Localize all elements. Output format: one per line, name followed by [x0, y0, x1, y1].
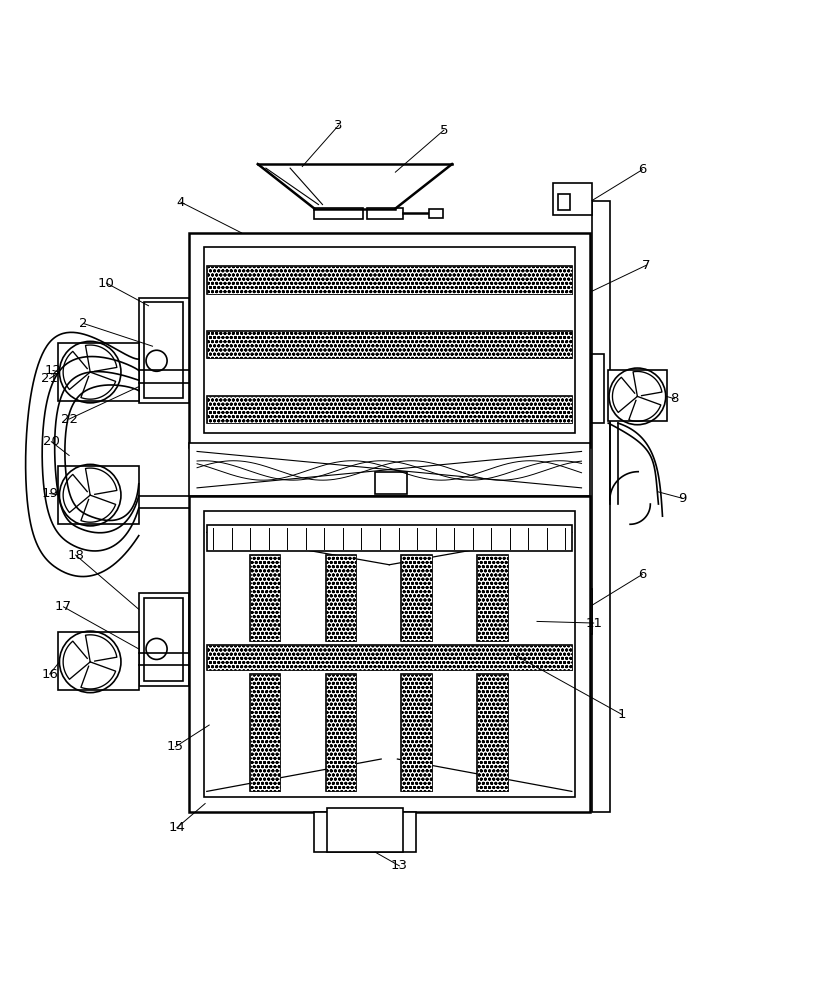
Bar	[189, 496, 589, 812]
Text: 19: 19	[42, 487, 58, 500]
Bar	[207, 396, 572, 423]
Bar	[144, 302, 183, 398]
Text: 21: 21	[42, 372, 58, 385]
Bar	[249, 674, 280, 791]
Bar	[608, 370, 667, 421]
Bar	[249, 555, 280, 641]
Text: 22: 22	[60, 413, 77, 426]
Bar	[325, 555, 356, 641]
Text: 5: 5	[439, 124, 448, 137]
Bar	[189, 443, 589, 496]
Bar	[429, 209, 443, 218]
Bar	[592, 354, 604, 423]
Bar	[249, 674, 280, 791]
Text: 17: 17	[55, 600, 72, 613]
Bar	[207, 266, 572, 294]
Bar	[204, 511, 575, 797]
Text: 8: 8	[671, 392, 679, 405]
Bar	[553, 589, 592, 634]
Text: 4: 4	[177, 196, 185, 209]
Bar	[58, 466, 139, 524]
Bar	[207, 266, 572, 294]
Bar	[478, 674, 508, 791]
Bar	[315, 208, 363, 219]
Bar	[553, 183, 592, 215]
Bar	[207, 525, 572, 551]
Bar	[207, 331, 572, 358]
Bar	[189, 233, 589, 447]
Bar	[402, 674, 432, 791]
Text: 14: 14	[169, 821, 185, 834]
Bar	[592, 201, 610, 812]
Bar	[402, 674, 432, 791]
Bar	[325, 674, 356, 791]
Bar	[207, 645, 572, 670]
Text: 15: 15	[167, 740, 183, 753]
Bar	[375, 472, 408, 494]
Bar	[478, 674, 508, 791]
Bar	[207, 645, 572, 670]
Bar	[139, 298, 189, 403]
Bar	[367, 208, 403, 219]
Bar	[207, 396, 572, 423]
Bar	[402, 555, 432, 641]
Bar	[402, 555, 432, 641]
Bar	[558, 593, 570, 630]
Text: 2: 2	[80, 317, 88, 330]
Bar	[478, 555, 508, 641]
Text: 18: 18	[67, 549, 84, 562]
Text: 16: 16	[42, 668, 58, 681]
Text: 12: 12	[45, 364, 61, 377]
Bar	[58, 343, 139, 401]
Bar	[139, 593, 189, 686]
Text: 20: 20	[43, 435, 59, 448]
Text: 13: 13	[391, 859, 408, 872]
Text: 6: 6	[638, 163, 646, 176]
Bar	[249, 555, 280, 641]
Bar	[144, 598, 183, 681]
Bar	[325, 555, 356, 641]
Bar	[315, 812, 416, 852]
Text: 7: 7	[642, 259, 650, 272]
Text: 10: 10	[98, 277, 115, 290]
Text: 11: 11	[585, 617, 602, 630]
Bar	[327, 808, 403, 852]
Bar	[58, 632, 139, 690]
Text: 1: 1	[618, 708, 626, 721]
Text: 6: 6	[638, 568, 646, 581]
Bar	[204, 247, 575, 433]
Bar	[478, 555, 508, 641]
Bar	[325, 674, 356, 791]
Bar	[558, 194, 570, 210]
Bar	[207, 331, 572, 358]
Text: 3: 3	[334, 119, 343, 132]
Text: 9: 9	[679, 492, 687, 505]
